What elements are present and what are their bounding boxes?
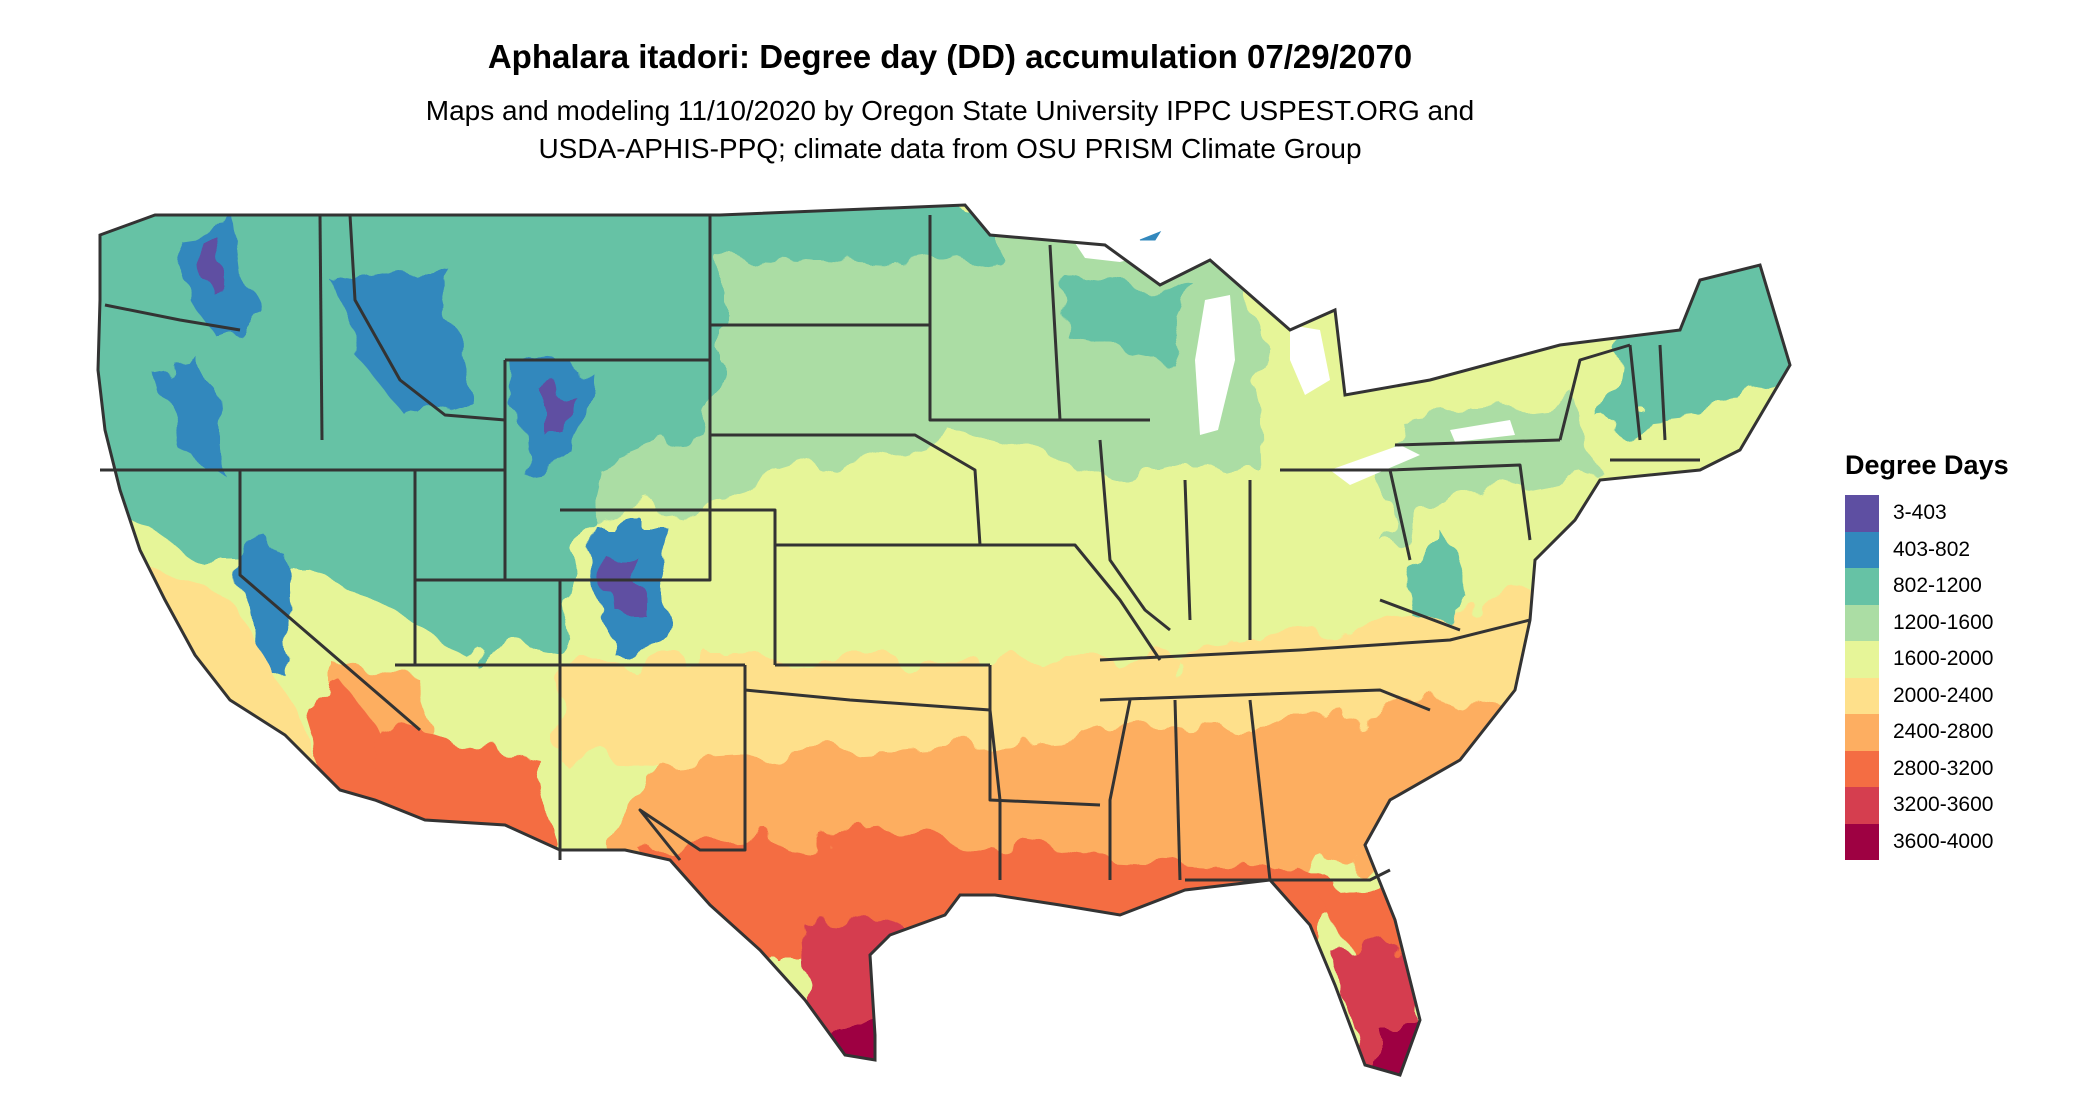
subtitle-line-2: USDA-APHIS-PPQ; climate data from OSU PR…: [538, 133, 1362, 164]
zone-403-802-idaho: [330, 260, 470, 420]
lake-ontario: [1450, 420, 1515, 442]
legend: Degree Days 3-403 403-802 802-1200 1200-…: [1845, 450, 2085, 860]
degree-day-map: [96, 203, 1792, 1077]
zone-403-802-oregon: [160, 370, 220, 470]
zone-403-802-sierra: [240, 550, 290, 680]
zone-802-1200-new-england: [1610, 260, 1790, 430]
legend-swatch: [1845, 495, 1879, 532]
border-arkansas: [988, 665, 1101, 807]
border-id-west: [318, 214, 324, 441]
map-title: Aphalara itadori: Degree day (DD) accumu…: [487, 38, 1413, 75]
border-nm-tx: [638, 665, 747, 861]
legend-item-3200-3600: 3200-3600: [1845, 787, 2085, 824]
legend-item-802-1200: 802-1200: [1845, 568, 2085, 605]
border-nevada-west: [238, 470, 421, 732]
legend-swatch: [1845, 604, 1879, 641]
border-wa-or: [104, 303, 241, 332]
legend-label: 2800-3200: [1893, 756, 1994, 780]
legend-label: 3200-3600: [1893, 793, 1994, 817]
legend-item-1600-2000: 1600-2000: [1845, 641, 2085, 678]
legend-item-2400-2800: 2400-2800: [1845, 714, 2085, 751]
zone-1200-1600-northeast: [1380, 400, 1600, 540]
lake-superior: [1075, 236, 1175, 262]
border-illinois: [1098, 439, 1171, 632]
legend-label: 2400-2800: [1893, 720, 1994, 744]
border-ok-tx: [744, 688, 1002, 801]
legend-item-2800-3200: 2800-3200: [1845, 750, 2085, 787]
border-utah-colorado: [415, 578, 562, 665]
legend-swatch: [1845, 750, 1879, 787]
legend-swatch: [1845, 677, 1879, 714]
legend-title: Degree Days: [1845, 450, 2009, 480]
zone-3-403-cascade-peaks: [200, 240, 225, 285]
subtitle-line-1: Maps and modeling 11/10/2020 by Oregon S…: [425, 95, 1475, 126]
legend-label: 1600-2000: [1893, 647, 1994, 671]
border-missouri: [980, 543, 1162, 661]
legend-label: 3-403: [1893, 501, 1947, 525]
legend-swatch: [1845, 568, 1879, 605]
border-wyoming: [503, 358, 712, 582]
border-ny-pa: [1394, 438, 1561, 447]
legend-label: 802-1200: [1893, 574, 1982, 598]
legend-item-2000-2400: 2000-2400: [1845, 677, 2085, 714]
map-subtitle: Maps and modeling 11/10/2020 by Oregon S…: [0, 92, 1900, 168]
legend-swatch: [1845, 787, 1879, 824]
border-colorado-east: [560, 508, 777, 665]
legend-item-3600-4000: 3600-4000: [1845, 823, 2085, 860]
legend-swatch: [1845, 641, 1879, 678]
legend-swatch: [1845, 714, 1879, 751]
border-minnesota-iowa: [928, 215, 1060, 422]
country-outline: [96, 203, 1792, 1077]
legend-label: 403-802: [1893, 537, 1971, 561]
border-florida-north: [1185, 868, 1391, 882]
legend-item-1200-1600: 1200-1600: [1845, 604, 2085, 641]
border-mississippi: [1108, 699, 1132, 880]
border-tn-south: [1099, 688, 1431, 712]
legend-swatch: [1845, 531, 1879, 568]
border-new-hampshire: [1658, 344, 1667, 441]
legend-label: 3600-4000: [1893, 829, 1994, 853]
zone-3-403-wind-river: [540, 385, 565, 430]
border-wv-va: [1379, 598, 1461, 632]
isle-royale: [1139, 230, 1162, 241]
legend-swatch: [1845, 823, 1879, 860]
border-pennsylvania: [1389, 463, 1532, 541]
border-alabama: [1173, 699, 1182, 881]
border-vermont: [1628, 344, 1642, 441]
legend-label: 2000-2400: [1893, 683, 1994, 707]
border-ky-tn-va: [1099, 618, 1531, 662]
lake-huron: [1290, 325, 1330, 395]
legend-item-3-403: 3-403: [1845, 495, 2085, 532]
lake-michigan: [1195, 295, 1235, 435]
zone-802-1200-wisconsin: [1060, 270, 1200, 360]
great-lakes: [1075, 236, 1515, 485]
lake-erie: [1330, 445, 1420, 485]
border-georgia: [1248, 699, 1272, 881]
legend-item-403-802: 403-802: [1845, 531, 2085, 568]
zone-3-403-rockies: [610, 560, 640, 610]
border-ny-east: [1558, 343, 1631, 441]
legend-label: 1200-1600: [1893, 610, 1994, 634]
degree-day-raster: [98, 205, 1790, 1075]
zone-3600-4000-south-texas: [830, 1030, 900, 1075]
state-boundaries: [100, 214, 1700, 882]
border-indiana: [1183, 479, 1192, 621]
border-wisconsin: [1048, 244, 1150, 422]
